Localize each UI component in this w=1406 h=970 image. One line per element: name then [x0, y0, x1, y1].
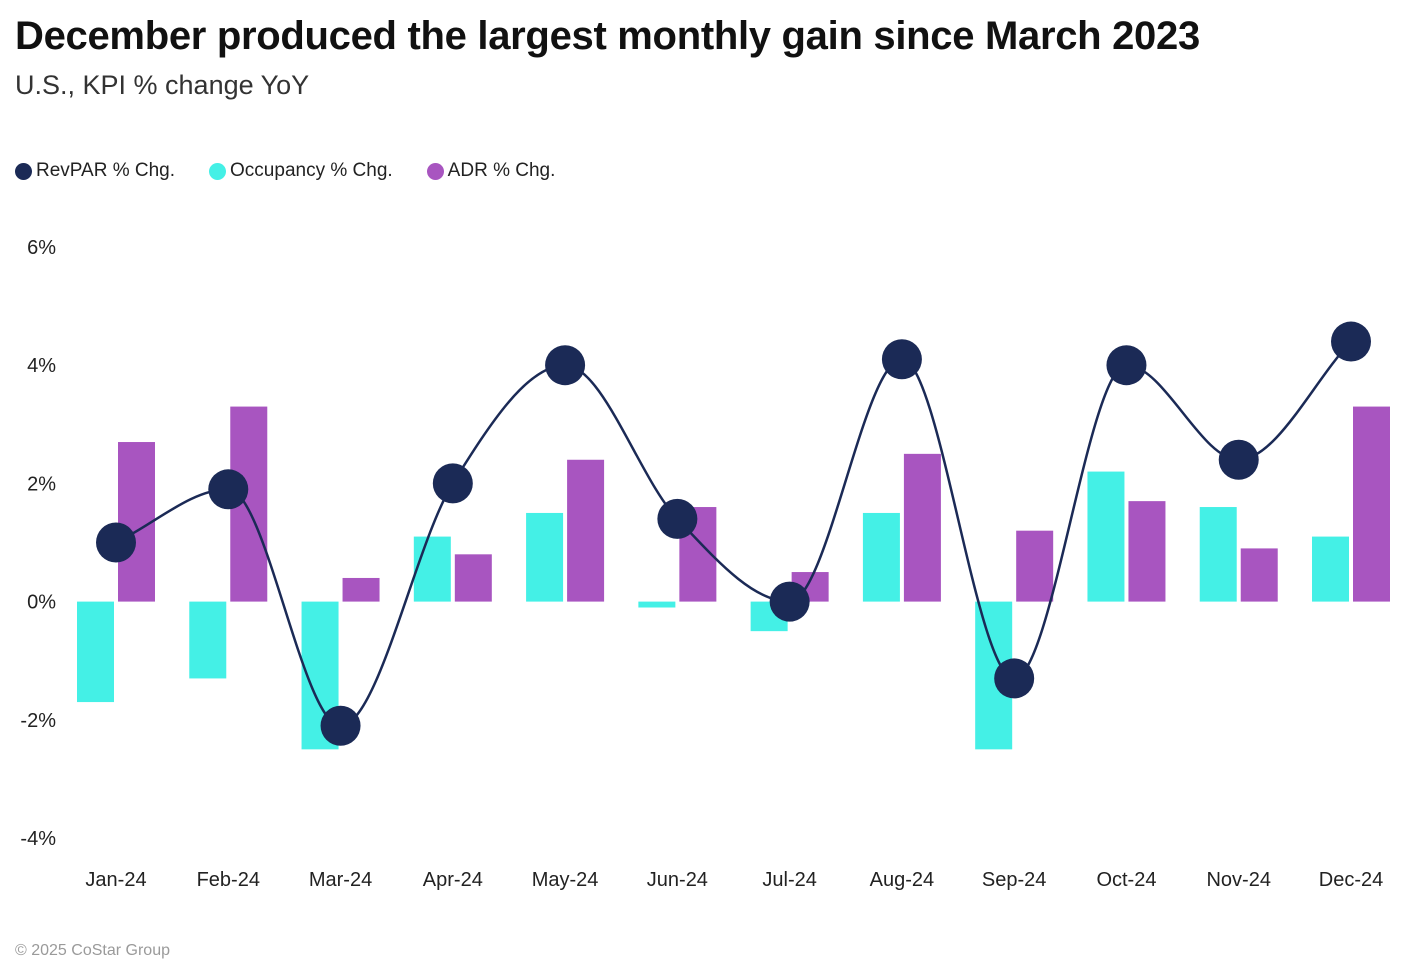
x-tick-label: Nov-24 — [1206, 869, 1270, 891]
revpar-point — [881, 339, 922, 380]
chart-title: December produced the largest monthly ga… — [15, 14, 1200, 58]
x-tick-label: May-24 — [532, 869, 599, 891]
copyright-text: © 2025 CoStar Group — [15, 942, 170, 959]
occupancy-bar — [189, 601, 227, 679]
x-tick-label: Dec-24 — [1319, 869, 1383, 891]
adr-bar — [118, 442, 155, 602]
y-tick-label: -4% — [20, 828, 56, 850]
adr-bar — [1240, 548, 1278, 602]
y-tick-label: -2% — [20, 710, 56, 732]
y-tick-label: 6% — [27, 237, 56, 259]
occupancy-bar — [1312, 536, 1349, 602]
occupancy-bar — [413, 536, 451, 602]
chart-subtitle: U.S., KPI % change YoY — [15, 70, 310, 100]
legend-label-adr: ADR % Chg. — [447, 160, 556, 181]
adr-bar — [903, 453, 941, 602]
legend-dot-icon — [426, 162, 444, 180]
x-tick-label: Jan-24 — [85, 869, 146, 891]
x-tick-label: Aug-24 — [870, 869, 935, 891]
x-tick-label: Jun-24 — [647, 869, 708, 891]
occupancy-bar — [862, 512, 900, 602]
legend-label-revpar: RevPAR % Chg. — [36, 160, 176, 181]
legend: RevPAR % Chg. Occupancy % Chg. ADR % Chg… — [15, 160, 589, 182]
revpar-point — [320, 705, 361, 746]
revpar-point — [432, 463, 473, 504]
legend-dot-icon — [15, 162, 32, 180]
revpar-line — [115, 340, 1352, 727]
x-tick-label: Jul-24 — [762, 869, 816, 891]
revpar-point — [769, 581, 810, 622]
y-tick-label: 0% — [27, 592, 56, 614]
adr-bar — [1128, 501, 1166, 602]
x-tick-label: Apr-24 — [423, 869, 483, 891]
adr-bar — [1353, 406, 1390, 602]
x-tick-label: Mar-24 — [309, 869, 372, 891]
revpar-point — [657, 498, 698, 539]
revpar-point — [994, 658, 1035, 699]
occupancy-bar — [638, 601, 676, 608]
y-tick-label: 4% — [27, 355, 56, 377]
revpar-point — [1331, 321, 1371, 362]
occupancy-bar — [526, 512, 564, 602]
revpar-point — [96, 522, 136, 563]
legend-item-occupancy: Occupancy % Chg. — [209, 160, 393, 182]
legend-dot-icon — [209, 162, 227, 180]
occupancy-bar — [1087, 471, 1125, 602]
occupancy-bar — [77, 601, 114, 703]
revpar-point — [1106, 345, 1147, 386]
x-tick-label: Sep-24 — [982, 869, 1047, 891]
occupancy-bar — [1199, 507, 1237, 602]
adr-bar — [567, 459, 605, 602]
adr-bar — [454, 554, 492, 602]
x-tick-label: Feb-24 — [197, 869, 260, 891]
legend-label-occupancy: Occupancy % Chg. — [230, 160, 393, 181]
adr-bar — [1016, 530, 1054, 602]
legend-item-revpar: RevPAR % Chg. — [15, 160, 175, 182]
x-tick-label: Oct-24 — [1096, 869, 1156, 891]
revpar-point — [1218, 439, 1259, 480]
adr-bar — [342, 577, 380, 602]
revpar-point — [545, 345, 586, 386]
y-tick-label: 2% — [27, 473, 56, 495]
legend-item-adr: ADR % Chg. — [426, 160, 556, 182]
revpar-point — [208, 469, 249, 510]
